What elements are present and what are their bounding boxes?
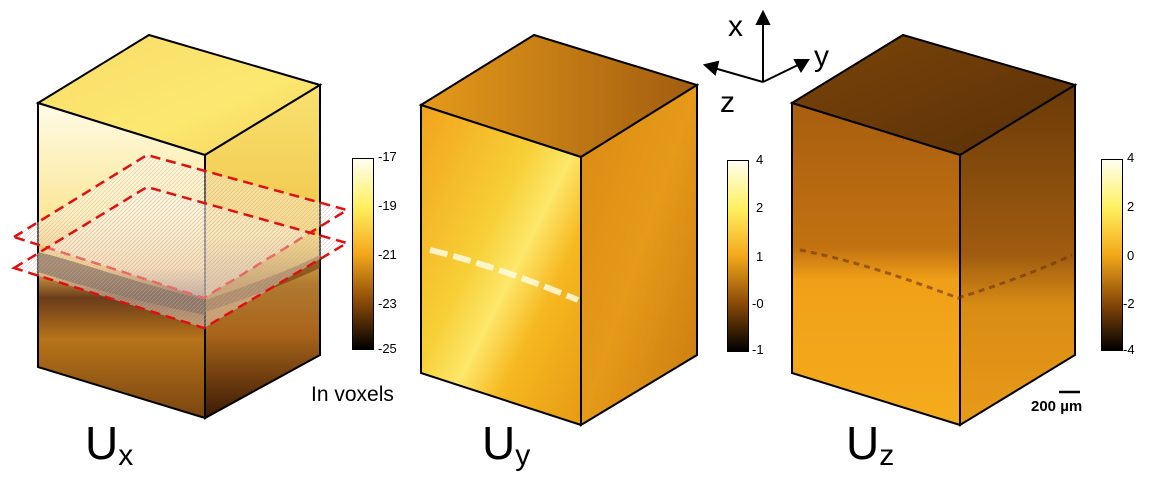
units-label: In voxels (311, 383, 394, 406)
ux-section-plane-lower (11, 185, 351, 330)
uz-front-face (791, 101, 961, 427)
uz-colorbar-tick: 0 (1127, 248, 1135, 263)
ux-colorbar-tick: -25 (378, 341, 397, 356)
ux-panel-label: Ux (85, 420, 133, 479)
axis-x-label: x (728, 10, 743, 43)
ux-label-sub: x (118, 439, 134, 472)
ux-colorbar (352, 158, 374, 350)
uy-panel-label: Uy (482, 420, 530, 479)
uz-crack-line (799, 248, 1073, 300)
axis-y-label: y (814, 40, 829, 73)
uy-side-face (580, 83, 698, 427)
ux-colorbar-tick: -23 (378, 296, 397, 311)
uy-label-sub: y (515, 439, 531, 472)
uz-colorbar-tick: -2 (1123, 296, 1135, 311)
scale-bar-label: 200 µm (1031, 398, 1083, 415)
uz-colorbar-tick: 4 (1127, 150, 1135, 165)
uz-label-main: U (846, 417, 880, 469)
uz-colorbar-tick: 2 (1127, 199, 1135, 214)
uy-colorbar-tick: 1 (756, 249, 764, 264)
uy-colorbar-tick: -1 (752, 342, 764, 357)
ux-label-main: U (85, 417, 119, 469)
ux-colorbar-tick: -17 (378, 149, 397, 164)
uy-colorbar-tick: -0 (752, 296, 764, 311)
axis-triad (702, 9, 810, 83)
uy-colorbar (727, 160, 749, 352)
uz-side-face (959, 83, 1076, 427)
uy-colorbar-tick: 2 (756, 200, 764, 215)
ux-colorbar-tick: -21 (378, 247, 397, 262)
axis-z-label: z (720, 86, 735, 119)
uy-front-face (420, 103, 582, 427)
uz-panel-label: Uz (846, 420, 894, 479)
uy-colorbar-tick: 4 (756, 152, 764, 167)
uy-bright-streak (429, 247, 580, 303)
uy-label-main: U (482, 417, 516, 469)
uz-colorbar (1101, 159, 1123, 351)
uz-colorbar-tick: -4 (1123, 342, 1135, 357)
ux-colorbar-tick: -19 (378, 198, 397, 213)
uz-label-sub: z (879, 439, 895, 472)
